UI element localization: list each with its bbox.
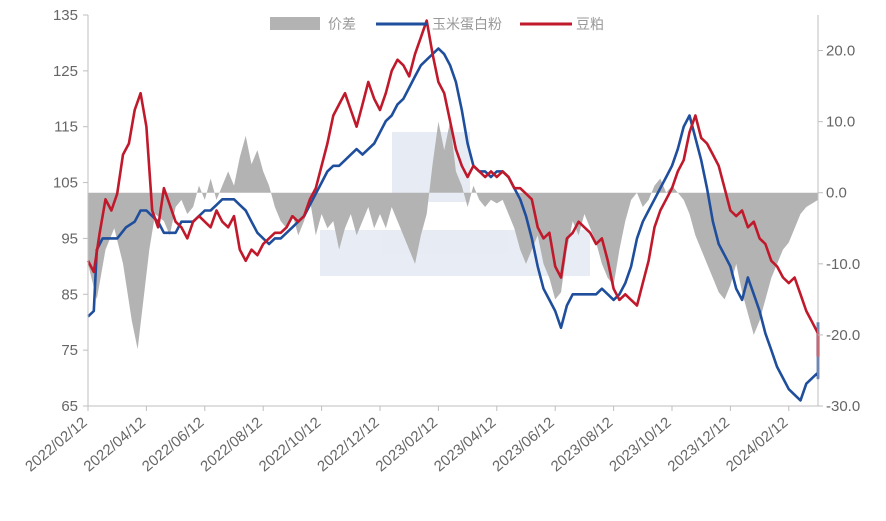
left-tick-label: 105 [53, 175, 78, 192]
series-line-soymeal [86, 19, 820, 357]
right-tick-label: -30.0 [826, 398, 860, 415]
legend: 价差 玉米蛋白粉 豆粕 [270, 17, 604, 33]
series-line-layer [86, 19, 820, 402]
left-tick-label: 115 [54, 119, 78, 136]
right-tick-label: 20.0 [826, 43, 855, 60]
left-tick-label: 95 [61, 230, 78, 247]
right-tick-label: 0.0 [826, 185, 847, 202]
left-tick-label: 135 [53, 7, 78, 24]
legend-label-spread: 价差 [328, 17, 356, 33]
right-tick-label: 10.0 [826, 114, 855, 131]
legend-label-corn-gluten: 玉米蛋白粉 [432, 17, 502, 33]
right-tick-label: -10.0 [826, 256, 860, 273]
left-axis-ticks: 65 75 85 95 105 115 125 135 [53, 7, 88, 415]
right-axis-ticks: -30.0 -20.0 -10.0 0.0 10.0 20.0 [818, 43, 860, 415]
legend-swatch-spread [270, 17, 320, 30]
series-area-spread [88, 121, 818, 350]
left-tick-label: 75 [61, 342, 78, 359]
legend-label-soymeal: 豆粕 [576, 17, 604, 33]
right-tick-label: -20.0 [826, 327, 860, 344]
spread-area-layer [88, 121, 818, 350]
left-tick-label: 85 [61, 286, 78, 303]
left-tick-label: 65 [61, 398, 78, 415]
left-tick-label: 125 [53, 63, 78, 80]
